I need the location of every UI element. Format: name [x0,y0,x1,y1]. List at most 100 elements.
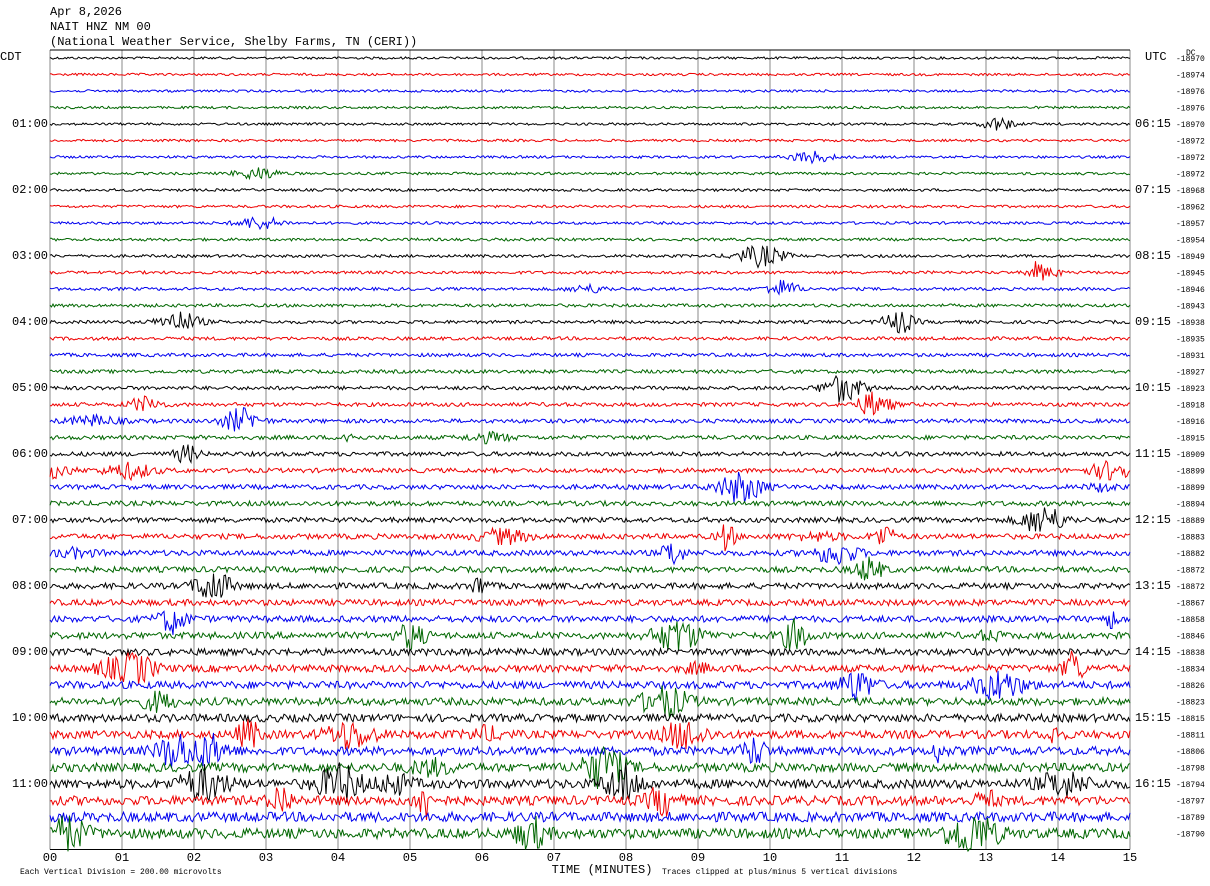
trace [49,646,1131,658]
dc-offset: -18846 [1176,633,1205,642]
trace [49,719,1131,750]
dc-offset: -18823 [1176,699,1205,708]
trace [49,543,1131,566]
trace [50,391,1131,416]
dc-offset: -18968 [1176,187,1205,196]
trace [49,88,1131,93]
x-tick-label: 02 [187,851,201,865]
trace [49,72,1130,77]
right-time-label: 13:15 [1135,579,1171,593]
left-time-label: 01:00 [12,117,48,131]
dc-offset: -18826 [1176,682,1205,691]
source: (National Weather Service, Shelby Farms,… [50,35,417,49]
left-time-label: 07:00 [12,513,48,527]
trace [49,685,1131,719]
station: NAIT HNZ NM 00 [50,20,151,34]
clip-note: Traces clipped at plus/minus 5 vertical … [662,868,897,877]
trace [50,237,1131,242]
dc-offset: -18883 [1176,534,1205,543]
dc-offset: -18789 [1176,814,1205,823]
dc-offset: -18909 [1176,451,1205,460]
dc-offset: -18946 [1176,286,1205,295]
x-tick-label: 14 [1051,851,1065,865]
trace [49,302,1131,309]
x-tick-label: 11 [835,851,849,865]
left-time-label: 03:00 [12,249,48,263]
trace [49,444,1131,464]
dc-offset: -18889 [1176,517,1205,526]
x-tick-label: 03 [259,851,273,865]
trace [49,261,1131,281]
dc-offset: -18923 [1176,385,1205,394]
trace [49,471,1131,503]
x-tick-label: 13 [979,851,993,865]
scale-note: Each Vertical Division = 200.00 microvol… [20,868,222,877]
dc-offset: -18867 [1176,600,1205,609]
dc-offset: -18918 [1176,402,1205,411]
dc-offset: -18954 [1176,237,1205,246]
trace [49,204,1131,209]
trace [49,745,1131,790]
right-time-label: 14:15 [1135,645,1171,659]
dc-offset: -18957 [1176,220,1205,229]
dc-offset: -18916 [1176,418,1205,427]
left-time-label: 10:00 [12,711,48,725]
right-time-label: 10:15 [1135,381,1171,395]
right-time-label: 07:15 [1135,183,1171,197]
trace [49,556,1131,581]
trace [49,335,1131,342]
dc-offset: -18962 [1176,204,1205,213]
right-time-label: 12:15 [1135,513,1171,527]
trace [49,116,1131,131]
right-axis-title: UTC [1145,50,1167,64]
dc-offset: -18838 [1176,649,1205,658]
x-tick-label: 12 [907,851,921,865]
x-axis-title: TIME (MINUTES) [552,863,653,877]
dc-offset: -18974 [1176,72,1205,81]
dc-offset: -18815 [1176,715,1205,724]
dc-offset: -18972 [1176,154,1205,163]
trace [49,597,1131,608]
trace [49,352,1131,359]
left-time-label: 09:00 [12,645,48,659]
trace [49,762,1131,803]
trace [49,105,1131,110]
dc-offset: -18834 [1176,666,1205,675]
trace [49,499,1131,508]
left-time-label: 05:00 [12,381,48,395]
trace [49,216,1131,231]
trace [49,573,1131,598]
trace [49,524,1131,552]
trace [49,311,1131,334]
x-tick-label: 00 [43,851,57,865]
dc-offset: -18970 [1176,55,1205,64]
trace [49,430,1131,445]
left-time-label: 04:00 [12,315,48,329]
trace [49,507,1131,532]
trace [49,138,1131,143]
dc-offset: -18797 [1176,798,1205,807]
labels: 00 01 02 03 04 05 06 07 08 09 10 11 12 13 14 15 -18970 -1… [12,55,1205,865]
left-axis-title: CDT [0,50,22,64]
x-tick-label: 01 [115,851,129,865]
right-time-label: 16:15 [1135,777,1171,791]
trace [49,815,1131,853]
dc-offset: -18794 [1176,781,1205,790]
dc-offset: -18899 [1176,468,1205,477]
dc-offset: -18872 [1176,583,1205,592]
dc-offset: -18899 [1176,484,1205,493]
dc-offset: -18970 [1176,121,1205,130]
x-tick-label: 06 [475,851,489,865]
trace [49,187,1131,193]
dc-offset: -18938 [1176,319,1205,328]
dc-offset: -18935 [1176,336,1205,345]
date: Apr 8,2026 [50,5,122,19]
dc-offset: -18927 [1176,369,1205,378]
right-time-label: 15:15 [1135,711,1171,725]
dc-offset: -18972 [1176,171,1205,180]
dc-offset: -18945 [1176,270,1205,279]
dc-offset: -18872 [1176,567,1205,576]
left-time-label: 08:00 [12,579,48,593]
trace [49,732,1131,769]
